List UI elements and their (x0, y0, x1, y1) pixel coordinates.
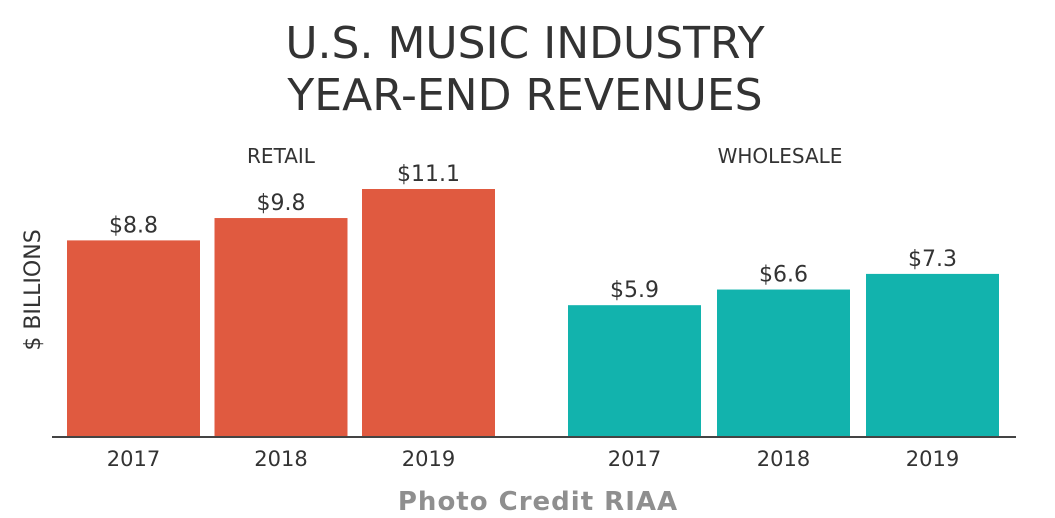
bar-retail-2019 (362, 189, 495, 437)
value-label-retail-2017: $8.8 (109, 213, 158, 238)
bar-wholesale-2018 (717, 289, 850, 437)
group-label-wholesale: WHOLESALE (718, 144, 843, 168)
bar-wholesale-2017 (568, 305, 701, 437)
tick-label-wholesale-2017: 2017 (608, 447, 661, 471)
value-label-wholesale-2017: $5.9 (610, 278, 659, 303)
chart-title-line-1: U.S. MUSIC INDUSTRY (285, 18, 764, 69)
y-axis-label: $ BILLIONS (21, 229, 46, 350)
bar-retail-2018 (214, 218, 348, 437)
chart-title-line-2: YEAR-END REVENUES (286, 70, 762, 121)
tick-label-wholesale-2019: 2019 (906, 447, 959, 471)
photo-credit: Photo Credit RIAA (398, 487, 678, 517)
tick-label-wholesale-2018: 2018 (757, 447, 810, 471)
group-label-retail: RETAIL (247, 144, 316, 168)
plot-area: RETAIL $8.8 2017 $9.8 2018 $11.1 2019 WHOLESALE… (67, 144, 999, 471)
bar-retail-2017 (67, 240, 200, 437)
tick-label-retail-2018: 2018 (254, 447, 307, 471)
value-label-retail-2019: $11.1 (397, 162, 460, 187)
tick-label-retail-2019: 2019 (402, 447, 455, 471)
bar-wholesale-2019 (866, 273, 999, 437)
value-label-wholesale-2018: $6.6 (759, 263, 808, 288)
value-label-retail-2018: $9.8 (257, 191, 306, 216)
value-label-wholesale-2019: $7.3 (908, 247, 957, 272)
tick-label-retail-2017: 2017 (107, 447, 160, 471)
